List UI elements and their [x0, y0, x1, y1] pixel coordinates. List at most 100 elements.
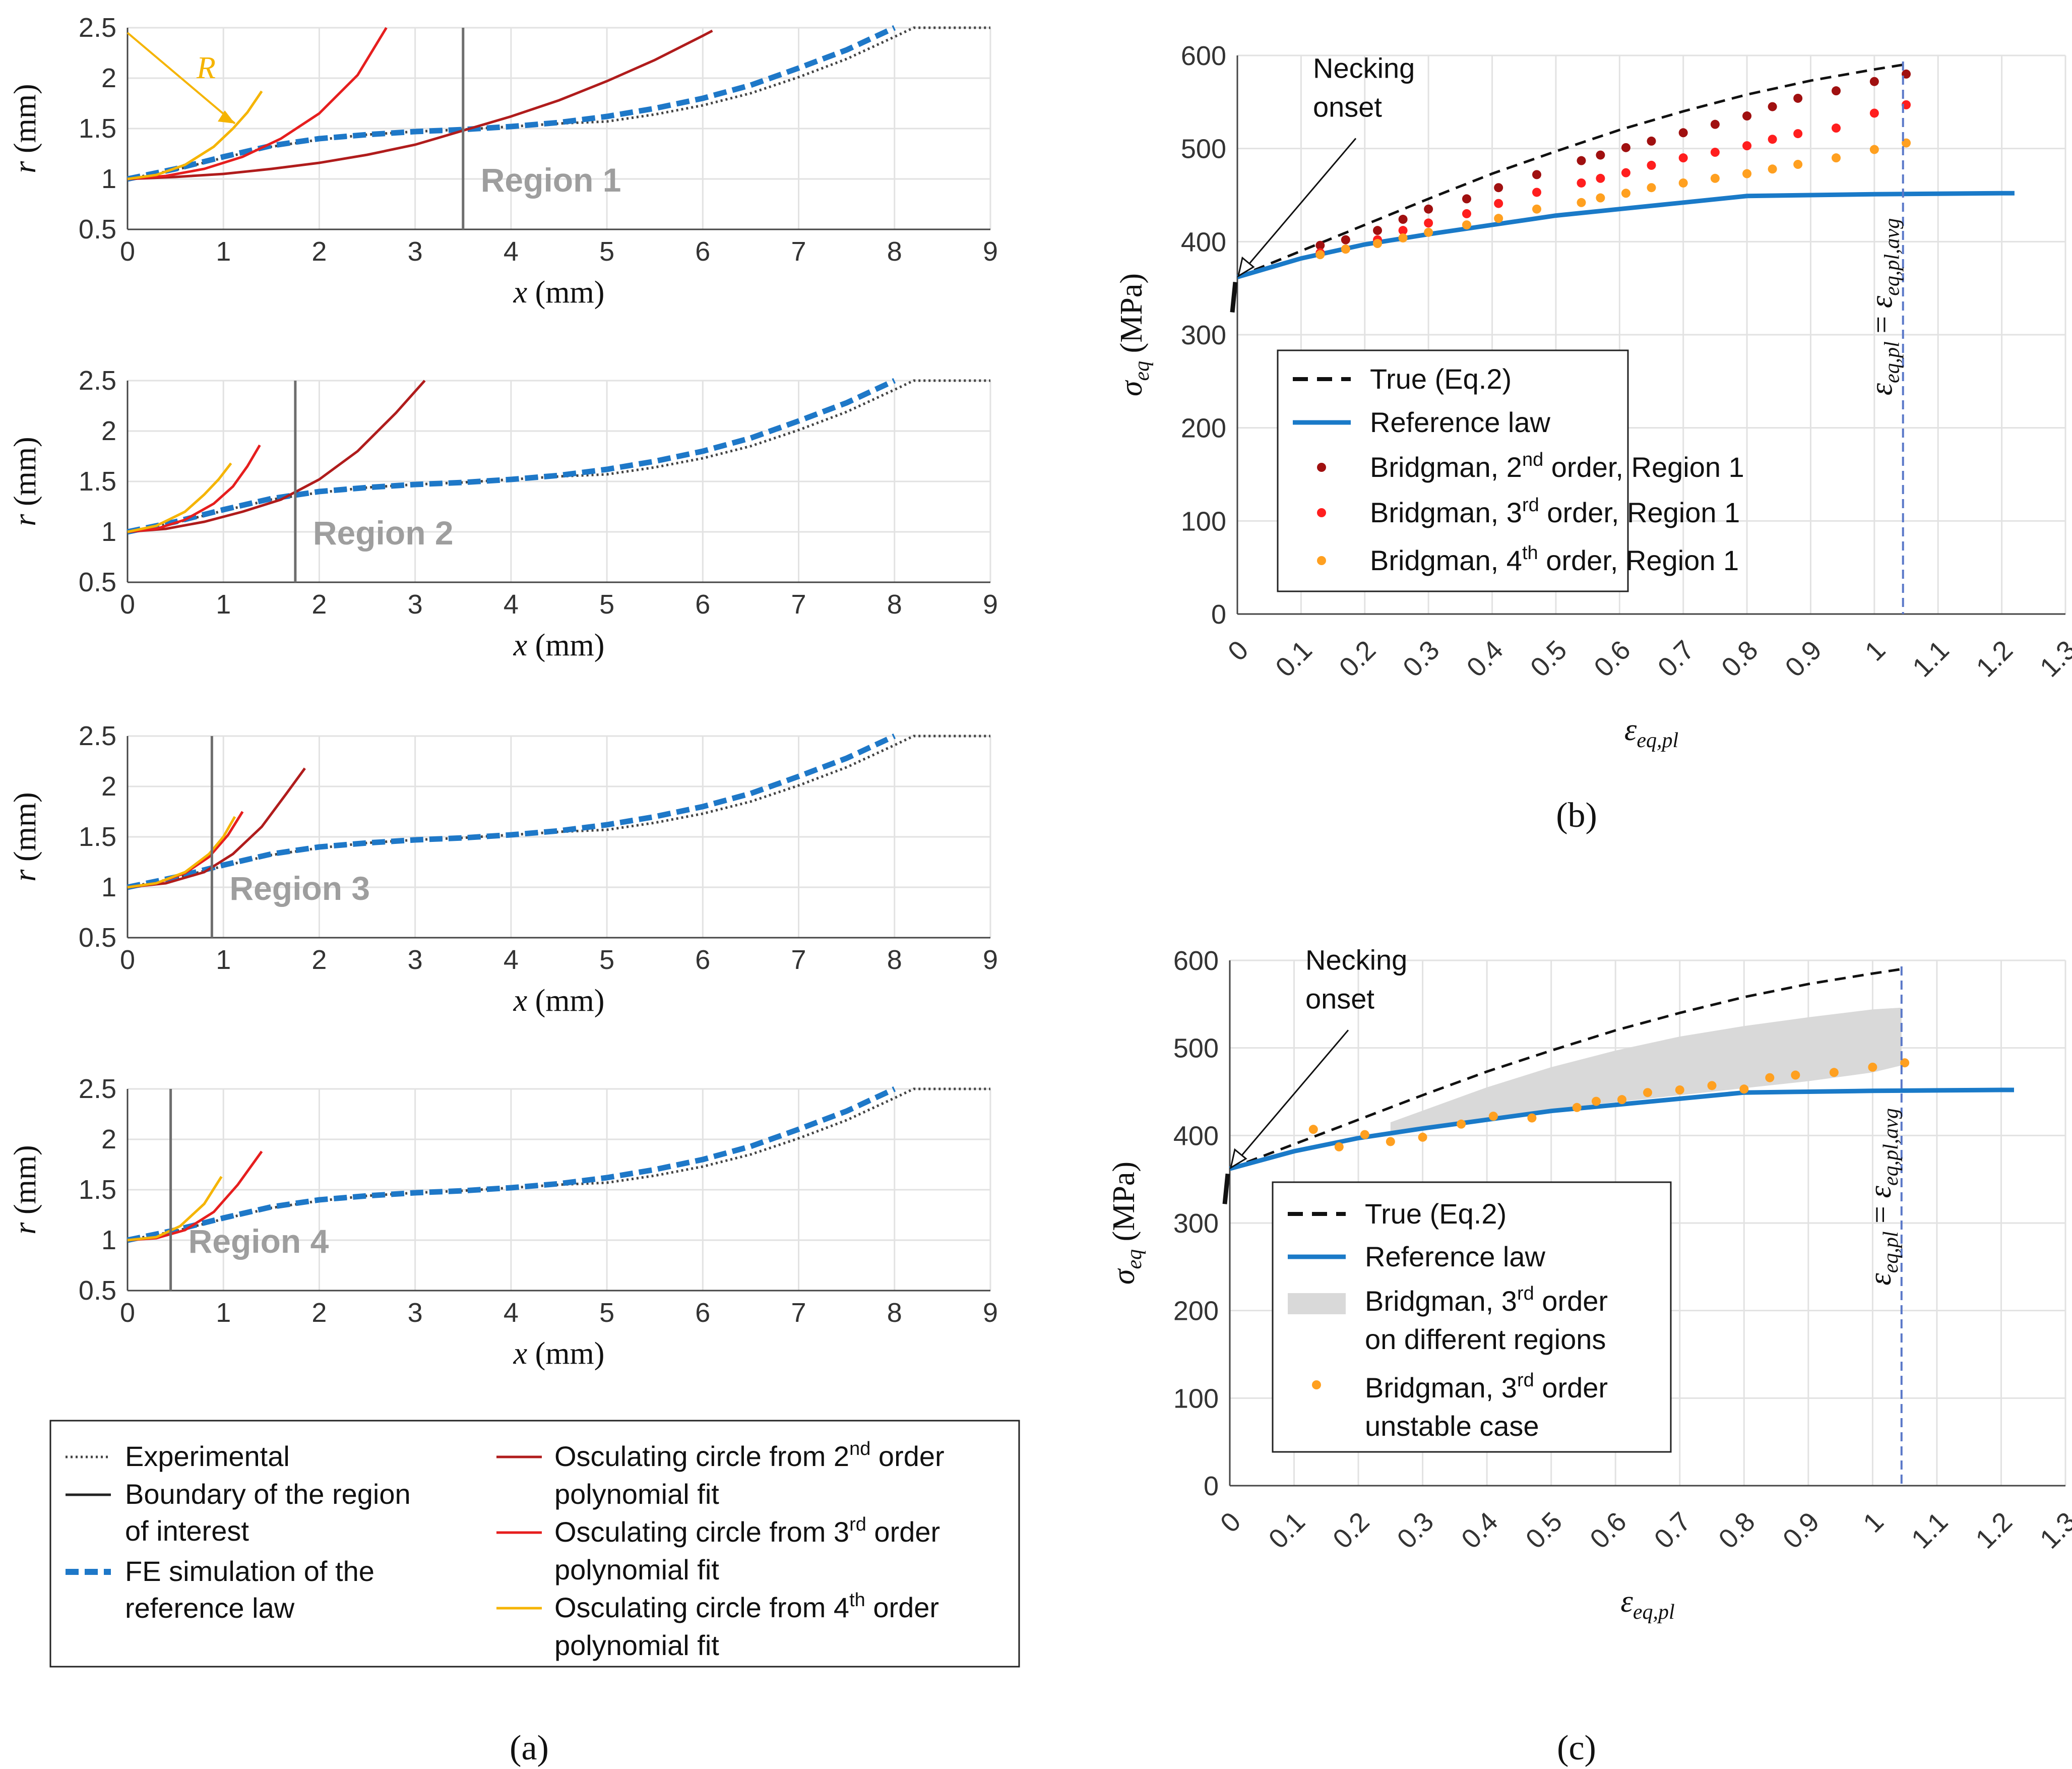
bridgman-point-order3: [1647, 160, 1656, 170]
x-tick-label: 0.7: [1649, 1506, 1697, 1555]
bridgman-point-order2: [1373, 226, 1383, 235]
legend-b-true-label: True (Eq.2): [1370, 363, 1512, 395]
panel-label-c: (c): [1557, 1729, 1596, 1767]
bridgman-point-order2: [1494, 183, 1503, 193]
x-tick-label: 3: [408, 945, 423, 975]
bridgman-point-order3: [1869, 108, 1879, 118]
bridgman-point-order2: [1577, 156, 1586, 165]
x-tick-label: 0: [1222, 635, 1254, 667]
bridgman-point-order2: [1869, 77, 1879, 86]
x-tick-label: 3: [408, 1298, 423, 1328]
x-tick-label: 7: [791, 945, 806, 975]
legend-b-br3-swatch: [1317, 508, 1326, 517]
legend-order4-label-2: polynomial fit: [554, 1629, 719, 1661]
bridgman-point-order3: [1398, 226, 1408, 235]
bridgman-point-order4: [1424, 227, 1433, 237]
bridgman-unstable-point: [1707, 1081, 1717, 1090]
y-tick-label: 2: [101, 1124, 116, 1154]
legend-b-box: [1277, 349, 1629, 592]
x-tick-label: 1.3: [2034, 635, 2072, 683]
region-label: Region 2: [313, 514, 454, 552]
legend-order2-label-2: polynomial fit: [554, 1478, 719, 1510]
bridgman-unstable-point: [1643, 1088, 1652, 1097]
x-tick-label: 0.7: [1652, 635, 1701, 683]
bridgman-unstable-point: [1617, 1095, 1626, 1105]
x-tick-label: 0.3: [1397, 635, 1446, 683]
bridgman-point-order2: [1424, 204, 1433, 214]
x-tick-label: 0.8: [1713, 1506, 1761, 1555]
bridgman-point-order2: [1596, 150, 1605, 160]
bridgman-point-order4: [1621, 189, 1630, 198]
x-tick-label: 1: [216, 1298, 231, 1328]
bridgman-point-order2: [1341, 235, 1350, 245]
bridgman-unstable-point: [1360, 1130, 1369, 1139]
y-axis-label: r (mm): [8, 437, 42, 526]
bridgman-point-order2: [1832, 86, 1841, 96]
x-tick-label: 0.2: [1334, 635, 1382, 683]
y-tick-label: 400: [1181, 227, 1226, 257]
legend-c-true-label: True (Eq.2): [1365, 1198, 1506, 1230]
bridgman-point-order2: [1793, 93, 1803, 103]
x-axis-label: x (mm): [513, 984, 605, 1018]
legend-fe-label-2: reference law: [125, 1592, 295, 1624]
x-tick-label: 2: [311, 589, 327, 620]
radius-arrow: [127, 32, 236, 125]
bridgman-point-order4: [1710, 173, 1720, 183]
x-tick-label: 0.1: [1270, 635, 1318, 683]
bridgman-point-order2: [1462, 194, 1471, 204]
y-tick-label: 200: [1173, 1296, 1219, 1326]
bridgman-point-order3: [1742, 141, 1752, 151]
x-tick-label: 1: [1857, 1506, 1890, 1539]
bridgman-point-order4: [1315, 250, 1325, 260]
x-tick-label: 8: [887, 945, 902, 975]
region-plot-3: 0 1 2 3 4 5 6 7 8 9 0.5 1 1.5 2 2.5 x (mm) r (mm) Region …: [8, 721, 998, 1018]
y-tick-label: 1: [101, 164, 116, 194]
x-tick-label: 0.9: [1779, 635, 1828, 683]
bridgman-point-order3: [1621, 168, 1630, 177]
bridgman-point-order4: [1793, 160, 1803, 169]
y-tick-label: 1: [101, 517, 116, 547]
y-tick-label: 1: [101, 872, 116, 902]
bridgman-unstable-point: [1386, 1137, 1395, 1146]
bridgman-unstable-point: [1675, 1085, 1684, 1095]
y-tick-label: 100: [1181, 506, 1226, 536]
x-tick-label: 1: [216, 945, 231, 975]
bridgman-point-order2: [1742, 111, 1752, 121]
legend-experimental-label: Experimental: [125, 1440, 290, 1472]
y-tick-label: 500: [1181, 134, 1226, 164]
bridgman-unstable-point: [1572, 1103, 1582, 1112]
x-tick-label: 0.2: [1327, 1506, 1375, 1555]
avg-strain-label: εeq,pl = εeq,pl,avg: [1863, 1108, 1903, 1286]
y-tick-label: 300: [1173, 1208, 1219, 1239]
bridgman-point-order4: [1596, 193, 1605, 203]
bridgman-point-order2: [1710, 119, 1720, 129]
bridgman-point-order3: [1768, 135, 1777, 144]
x-tick-label: 4: [504, 1298, 519, 1328]
bridgman-unstable-point: [1791, 1070, 1800, 1080]
bridgman-point-order3: [1462, 209, 1471, 218]
y-tick-label: 2.5: [79, 1074, 116, 1104]
y-axis-label: r (mm): [8, 84, 42, 173]
x-tick-label: 1.2: [1971, 635, 2019, 683]
x-tick-label: 0: [120, 1298, 135, 1328]
x-tick-label: 1.2: [1970, 1506, 2018, 1555]
y-tick-label: 2.5: [79, 721, 116, 751]
x-tick-label: 0.8: [1716, 635, 1764, 683]
legend-b-br4-swatch: [1317, 556, 1326, 565]
bridgman-unstable-point: [1739, 1084, 1749, 1094]
y-tick-label: 2: [101, 771, 116, 802]
region-label: Region 1: [481, 161, 621, 199]
onset-arrow: [1233, 1029, 1349, 1166]
y-tick-label: 100: [1173, 1383, 1219, 1414]
y-tick-label: 1: [101, 1225, 116, 1255]
osculating-circle-4th-order: [127, 90, 263, 180]
y-tick-label: 0.5: [79, 567, 116, 597]
y-tick-label: 400: [1173, 1121, 1219, 1151]
y-tick-label: 0: [1204, 1471, 1219, 1501]
y-tick-label: 1.5: [79, 113, 116, 144]
experimental-curve: [127, 26, 990, 180]
true-eq2-curve: [1237, 64, 1904, 278]
bridgman-point-order3: [1424, 218, 1433, 228]
bridgman-unstable-point: [1457, 1119, 1466, 1129]
legend-boundary-label-1: Boundary of the region: [125, 1478, 411, 1510]
